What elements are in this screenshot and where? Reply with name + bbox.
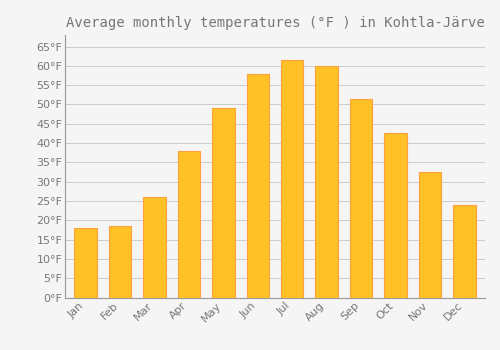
Bar [316,66,338,297]
Bar [453,205,475,298]
Bar [178,151,200,298]
Bar [384,133,406,298]
Bar [418,172,441,298]
Bar [246,74,269,298]
Bar [109,226,132,298]
Title: Average monthly temperatures (°F ) in Kohtla-Järve: Average monthly temperatures (°F ) in Ko… [66,16,484,30]
Bar [74,228,97,298]
Bar [350,99,372,298]
Bar [281,60,303,298]
Bar [212,108,234,298]
Bar [144,197,166,298]
